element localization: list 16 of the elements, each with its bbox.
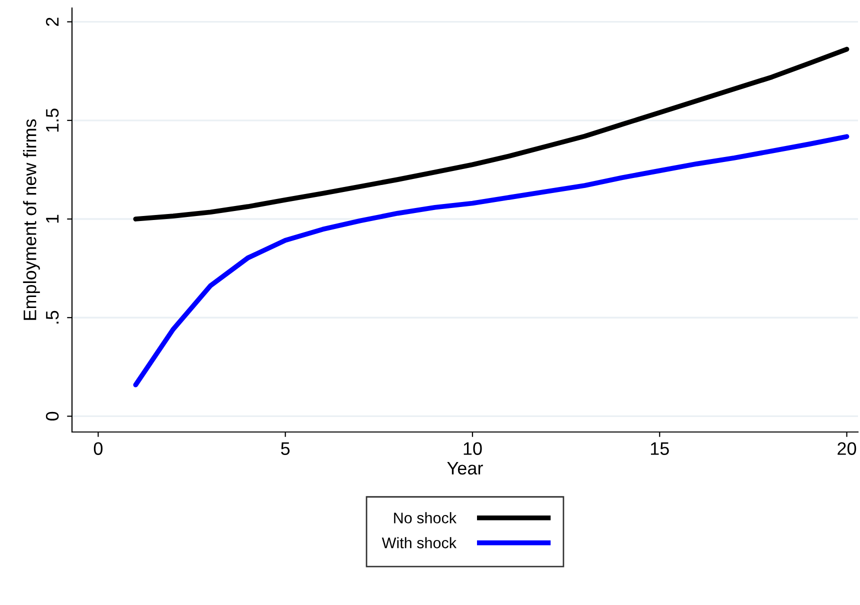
x-tick-label: 15 — [650, 442, 669, 455]
y-tick-label: 0 — [46, 412, 59, 421]
y-tick-label: 2 — [46, 18, 59, 26]
y-tick-label: 1 — [46, 214, 59, 223]
y-tick-label: 1.5 — [46, 108, 59, 132]
legend-label: With shock — [382, 537, 457, 548]
x-tick-label: 20 — [838, 442, 856, 455]
x-tick-label: 10 — [464, 442, 482, 455]
line-series — [133, 134, 850, 388]
x-axis-title: Year — [447, 462, 483, 475]
x-tick-label: 0 — [94, 442, 103, 455]
legend-label: No shock — [394, 512, 457, 524]
y-tick-label: .5 — [46, 310, 59, 324]
x-tick-label: 5 — [281, 442, 290, 455]
y-axis-title: Employment of new firms — [23, 119, 40, 320]
line-series — [133, 46, 850, 222]
